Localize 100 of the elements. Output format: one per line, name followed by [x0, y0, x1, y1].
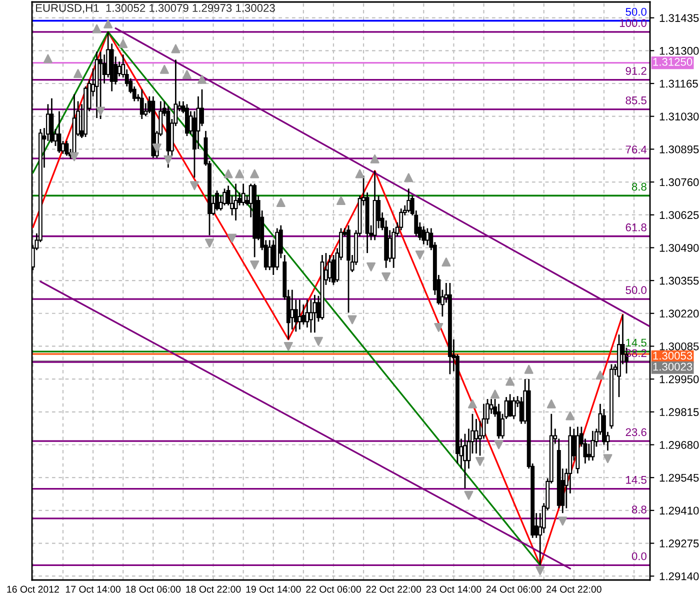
candlestick [422, 226, 426, 245]
candlestick [64, 140, 69, 156]
x-tick-label: 22 Oct 06:00 [306, 586, 361, 593]
y-tick-label: 1.29140 [660, 572, 699, 580]
point [476, 457, 484, 466]
x-tick-label: 24 Oct 22:00 [546, 586, 602, 593]
point [442, 258, 451, 267]
point [596, 370, 605, 380]
candlestick [215, 190, 219, 212]
x-tick-label: 18 Oct 22:00 [186, 586, 241, 593]
y-tick-label: 1.31030 [660, 112, 699, 120]
candlestick [305, 299, 310, 328]
y-tick-label: 1.30220 [660, 310, 699, 318]
annotation: 91.2 [626, 67, 646, 75]
candlestick [328, 254, 332, 283]
point [118, 39, 128, 48]
annotation: 38.2 [626, 349, 646, 358]
point [250, 260, 260, 270]
candlestick [312, 294, 317, 334]
point [228, 234, 237, 243]
x-tick-label: 19 Oct 14:00 [246, 586, 301, 593]
candlestick [388, 229, 392, 263]
y-tick-label: 1.30760 [660, 178, 699, 186]
point [434, 322, 444, 332]
y-tick-label: 1.29545 [660, 474, 699, 482]
x-tick-label: 24 Oct 06:00 [486, 586, 542, 593]
point [355, 169, 364, 178]
point [171, 44, 180, 54]
candlestick [290, 289, 294, 330]
point [205, 238, 214, 248]
y-tick-label: 1.30355 [660, 276, 699, 285]
point [160, 64, 169, 74]
point [74, 69, 83, 78]
point [494, 440, 504, 450]
point [96, 106, 106, 116]
candlestick [268, 239, 272, 271]
y-tick-label: 1.29410 [660, 506, 699, 515]
point [558, 516, 568, 526]
candlestick [234, 183, 238, 222]
y-tick-label: 1.29275 [660, 540, 699, 548]
candlestick [298, 299, 302, 330]
point [382, 272, 391, 282]
point [415, 250, 424, 260]
x-tick-label: 18 Oct 06:00 [126, 586, 181, 593]
candlestick [463, 433, 467, 489]
x-tick-label: 16 Oct 2012 [7, 586, 59, 593]
point [566, 411, 575, 420]
candlestick [301, 304, 306, 326]
annotation: 8.8 [632, 506, 646, 514]
y-tick-label: 1.30625 [660, 211, 699, 219]
chart-title: EURUSD,H1 1.30052 1.30079 1.29973 1.30023 [36, 4, 275, 14]
candlestick [590, 430, 595, 462]
annotation: 50.0 [626, 286, 646, 294]
annotation: 14.5 [626, 338, 646, 347]
point [92, 24, 102, 34]
point [490, 390, 500, 399]
candlestick [222, 188, 226, 206]
point [404, 173, 414, 182]
candlestick [512, 396, 516, 420]
annotation: 76.4 [626, 146, 647, 154]
y-tick-label: 1.30490 [660, 244, 699, 252]
y-tick-label: 1.31300 [660, 46, 699, 55]
point [464, 490, 474, 500]
candlestick [57, 110, 62, 154]
point [250, 169, 260, 178]
candlestick [140, 88, 144, 120]
y-tick-label: 1.29680 [660, 441, 699, 449]
point [603, 454, 612, 464]
point [152, 143, 162, 152]
point [190, 181, 199, 190]
point [536, 566, 545, 576]
candlestick [508, 393, 512, 418]
point [182, 70, 192, 79]
point [546, 399, 556, 408]
point [104, 19, 113, 28]
point [276, 198, 286, 207]
point [70, 152, 79, 162]
candlestick [308, 299, 313, 334]
x-tick-label: 22 Oct 22:00 [366, 586, 422, 593]
candlestick [496, 403, 501, 440]
annotation: 50.0 [626, 8, 646, 16]
point [43, 54, 52, 64]
y-tick-label: 1.30085 [660, 342, 699, 350]
annotation: 61.8 [626, 223, 646, 232]
point [284, 342, 293, 351]
point [506, 376, 515, 386]
annotation: 14.5 [626, 476, 646, 484]
annotation: 85.5 [626, 96, 646, 104]
point [224, 169, 233, 178]
candlestick [98, 50, 103, 120]
x-tick-label: 17 Oct 14:00 [66, 586, 121, 593]
point [235, 169, 244, 178]
ref-line-label: 1.31250 [653, 58, 692, 66]
point [366, 262, 376, 272]
y-tick-label: 1.29950 [660, 375, 699, 384]
annotation: 23.6 [626, 428, 646, 436]
y-tick-label: 1.31435 [660, 14, 699, 22]
candlestick [241, 183, 246, 206]
y-tick-label: 1.29815 [660, 408, 699, 416]
point [164, 155, 173, 164]
